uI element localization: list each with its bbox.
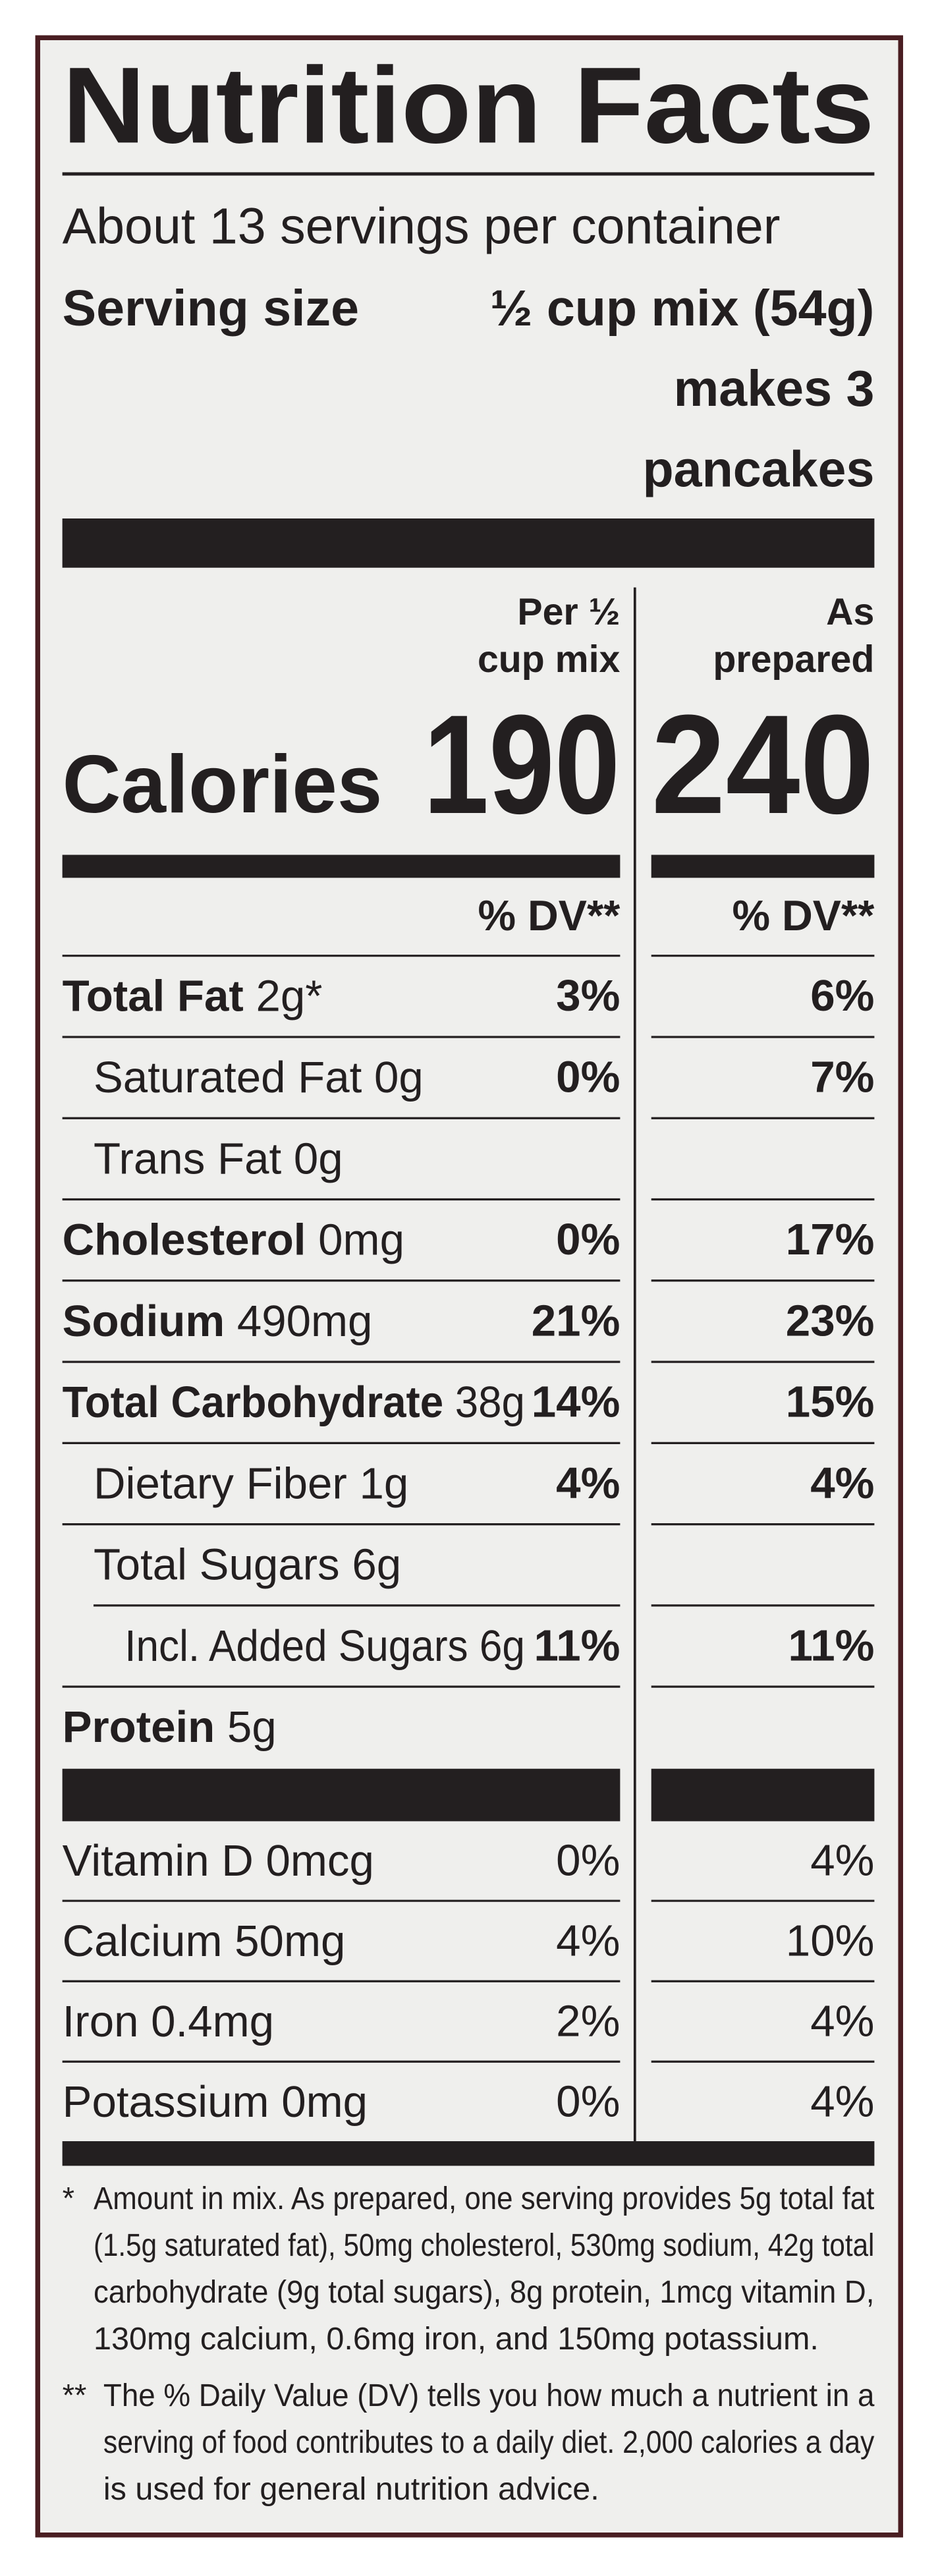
nutrient-name: Cholesterol (63, 1215, 306, 1264)
nutrient-amount: 6g (480, 1621, 525, 1670)
daily-value: 6% (810, 971, 874, 1021)
footnote-line: is used for general nutrition advice. (103, 2471, 599, 2507)
nutrient-row: Dietary Fiber 1g (94, 1459, 408, 1508)
vitamin-row: Vitamin D 0mcg (63, 1836, 374, 1886)
vitamin-row: Potassium 0mg (63, 2077, 368, 2127)
nutrient-row: Total Sugars 6g (94, 1540, 401, 1589)
daily-value: 2% (556, 1997, 620, 2046)
daily-value: 0% (556, 2077, 620, 2127)
nutrient-name: Total Carbohydrate (63, 1378, 443, 1427)
daily-value: 0% (556, 1052, 620, 1102)
daily-value: 15% (786, 1378, 875, 1427)
vitamin-amount: 0mg (281, 2077, 368, 2127)
daily-value: 4% (556, 1459, 620, 1508)
title: Nutrition Facts (63, 44, 875, 165)
daily-value: 4% (556, 1917, 620, 1966)
footnote-marker: * (63, 2181, 74, 2216)
footnote-marker: ** (63, 2378, 87, 2413)
daily-value: 11% (534, 1621, 621, 1670)
calories-label: Calories (63, 739, 383, 830)
dv-header: % DV** (732, 891, 875, 939)
thick-bar (62, 518, 875, 568)
daily-value: 17% (786, 1215, 875, 1264)
vitamin-row: Iron 0.4mg (63, 1997, 274, 2046)
nutrient-row: Protein 5g (63, 1702, 277, 1752)
nutrient-name: Trans Fat (94, 1134, 282, 1183)
daily-value: 10% (786, 1917, 875, 1966)
daily-value: 4% (810, 1836, 874, 1886)
column-header: cup mix (478, 638, 621, 681)
daily-value: 7% (810, 1052, 874, 1102)
nutrient-amount: 490mg (237, 1296, 373, 1345)
footnote-line: (1.5g saturated fat), 50mg cholesterol, … (94, 2227, 874, 2263)
vitamin-name: Iron (63, 1997, 139, 2046)
nutrient-name: Total Sugars (94, 1540, 340, 1589)
footnote-line: Amount in mix. As prepared, one serving … (94, 2181, 875, 2216)
nutrient-name: Dietary Fiber (94, 1459, 347, 1508)
footnote-line: serving of food contributes to a daily d… (103, 2424, 875, 2460)
nutrient-amount: 38g (455, 1378, 525, 1427)
servings: About 13 servings per container (63, 198, 781, 255)
medium-bar (62, 2141, 875, 2166)
daily-value: 4% (810, 1459, 874, 1508)
label-border (35, 35, 903, 2538)
nutrient-amount: 0g (374, 1052, 424, 1102)
nutrient-amount: 0g (294, 1134, 343, 1183)
daily-value: 4% (810, 2077, 874, 2127)
nutrient-row: Incl. Added Sugars 6g (124, 1621, 525, 1670)
vitamin-name: Vitamin D (63, 1836, 254, 1886)
thick-bar (651, 1768, 875, 1822)
dv-header: % DV** (478, 891, 621, 939)
nutrient-amount: 6g (352, 1540, 401, 1589)
serving-size: ½ cup mix (54g) (490, 280, 874, 337)
vitamin-amount: 0mcg (266, 1836, 374, 1886)
calories-value: 240 (651, 686, 875, 843)
nutrient-amount: 0mg (318, 1215, 404, 1264)
vitamin-row: Calcium 50mg (63, 1917, 346, 1966)
serving-size: makes 3 (674, 360, 875, 417)
daily-value: 14% (532, 1378, 621, 1427)
footnote-line: 130mg calcium, 0.6mg iron, and 150mg pot… (94, 2321, 819, 2357)
daily-value: 0% (556, 1836, 620, 1886)
serving-size: pancakes (643, 441, 875, 497)
nutrient-name: Protein (63, 1702, 215, 1752)
footnote-line: carbohydrate (9g total sugars), 8g prote… (94, 2274, 874, 2310)
nutrient-row: Total Fat 2g* (63, 971, 323, 1021)
medium-bar (651, 854, 875, 878)
daily-value: 4% (810, 1997, 874, 2046)
footnote-line: The % Daily Value (DV) tells you how muc… (103, 2378, 874, 2413)
nutrient-row: Saturated Fat 0g (94, 1052, 424, 1102)
column-header: prepared (713, 638, 874, 681)
daily-value: 21% (532, 1296, 621, 1345)
vitamin-amount: 50mg (235, 1917, 345, 1966)
nutrient-name: Incl. Added Sugars (124, 1621, 468, 1670)
daily-value: 3% (556, 971, 620, 1021)
nutrient-row: Total Carbohydrate 38g (63, 1378, 525, 1427)
thick-bar (62, 1768, 621, 1822)
vitamin-name: Calcium (63, 1917, 223, 1966)
nutrient-name: Total Fat (63, 971, 244, 1021)
nutrient-name: Sodium (63, 1296, 225, 1345)
nutrient-row: Sodium 490mg (63, 1296, 373, 1345)
nutrient-amount: 2g* (256, 971, 322, 1021)
nutrient-row: Cholesterol 0mg (63, 1215, 404, 1264)
nutrient-amount: 5g (227, 1702, 277, 1752)
medium-bar (62, 854, 621, 878)
daily-value: 23% (786, 1296, 875, 1345)
daily-value: 11% (788, 1621, 875, 1670)
nutrient-amount: 1g (359, 1459, 408, 1508)
vitamin-name: Potassium (63, 2077, 269, 2127)
daily-value: 0% (556, 1215, 620, 1264)
serving-size-label: Serving size (63, 280, 359, 337)
nutrient-row: Trans Fat 0g (94, 1134, 343, 1183)
calories-value: 190 (424, 686, 621, 843)
nutrient-name: Saturated Fat (94, 1052, 362, 1102)
column-header: As (826, 591, 874, 633)
column-header: Per ½ (517, 591, 620, 633)
vitamin-amount: 0.4mg (151, 1997, 274, 2046)
